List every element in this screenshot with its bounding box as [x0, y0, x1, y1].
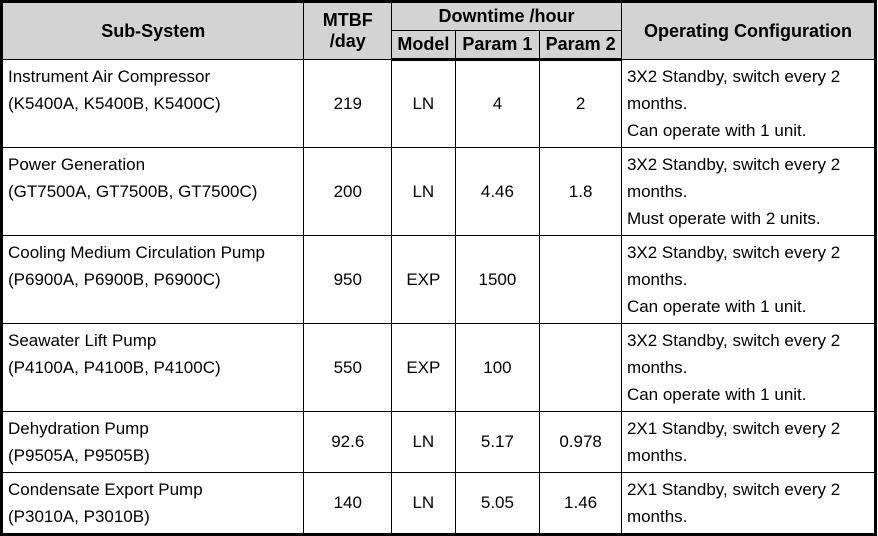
operating-config-cell: 2X1 Standby, switch every 2 months. — [620, 472, 877, 535]
model-value: EXP — [391, 323, 456, 412]
subsystem-name: Dehydration Pump — [8, 419, 149, 438]
table-row: Condensate Export Pump (P3010A, P3010B) … — [0, 472, 877, 535]
config-line-1: 3X2 Standby, switch every 2 months. — [626, 331, 841, 377]
param2-value: 1.8 — [539, 147, 622, 236]
mtbf-value: 219 — [303, 59, 393, 148]
subsystem-units: (K5400A, K5400B, K5400C) — [8, 94, 221, 113]
header-mtbf-line1: MTBF — [322, 10, 373, 30]
config-line-2: Must operate with 2 units. — [626, 209, 821, 228]
config-line-2: Can operate with 1 unit. — [626, 297, 807, 316]
mtbf-value: 550 — [303, 323, 393, 412]
operating-config-cell: 3X2 Standby, switch every 2 months. Can … — [620, 59, 877, 148]
config-line-1: 3X2 Standby, switch every 2 months. — [626, 155, 841, 201]
operating-config-cell: 3X2 Standby, switch every 2 months. Must… — [620, 147, 877, 236]
header-mtbf-line2: /day — [329, 31, 366, 51]
operating-config-cell: 3X2 Standby, switch every 2 months. Can … — [620, 323, 877, 412]
operating-config-cell: 3X2 Standby, switch every 2 months. Can … — [620, 235, 877, 324]
header-param-1: Param 1 — [454, 30, 541, 61]
model-value: LN — [391, 59, 456, 148]
header-model: Model — [391, 30, 456, 61]
subsystem-units: (GT7500A, GT7500B, GT7500C) — [8, 182, 258, 201]
param1-value: 4 — [454, 59, 541, 148]
param2-value — [539, 235, 622, 324]
header-operating-configuration: Operating Configuration — [620, 1, 877, 60]
config-line-1: 2X1 Standby, switch every 2 months. — [626, 419, 841, 465]
model-value: LN — [391, 472, 456, 535]
config-line-1: 3X2 Standby, switch every 2 months. — [626, 67, 841, 113]
param1-value: 100 — [454, 323, 541, 412]
config-line-1: 3X2 Standby, switch every 2 months. — [626, 243, 841, 289]
subsystem-name-cell: Instrument Air Compressor (K5400A, K5400… — [0, 59, 305, 148]
header-mtbf-per-day: MTBF /day — [303, 1, 393, 60]
subsystem-units: (P3010A, P3010B) — [8, 507, 150, 526]
model-value: EXP — [391, 235, 456, 324]
model-value: LN — [391, 411, 456, 473]
subsystem-name: Power Generation — [8, 155, 146, 174]
subsystem-units: (P4100A, P4100B, P4100C) — [8, 358, 221, 377]
operating-config-cell: 2X1 Standby, switch every 2 months. — [620, 411, 877, 473]
subsystem-name-cell: Power Generation (GT7500A, GT7500B, GT75… — [0, 147, 305, 236]
subsystem-name: Condensate Export Pump — [8, 480, 203, 499]
mtbf-value: 140 — [303, 472, 393, 535]
header-downtime-per-hour: Downtime /hour — [391, 1, 622, 31]
subsystem-name: Cooling Medium Circulation Pump — [8, 243, 266, 262]
table-row: Seawater Lift Pump (P4100A, P4100B, P410… — [0, 323, 877, 412]
subsystem-name: Seawater Lift Pump — [8, 331, 157, 350]
mtbf-value: 200 — [303, 147, 393, 236]
header-sub-system: Sub-System — [0, 1, 305, 60]
param2-value: 2 — [539, 59, 622, 148]
subsystem-units: (P6900A, P6900B, P6900C) — [8, 270, 221, 289]
param1-value: 4.46 — [454, 147, 541, 236]
mtbf-value: 950 — [303, 235, 393, 324]
table-row: Power Generation (GT7500A, GT7500B, GT75… — [0, 147, 877, 236]
param2-value: 0.978 — [539, 411, 622, 473]
table-row: Cooling Medium Circulation Pump (P6900A,… — [0, 235, 877, 324]
config-line-1: 2X1 Standby, switch every 2 months. — [626, 480, 841, 526]
subsystem-name-cell: Dehydration Pump (P9505A, P9505B) — [0, 411, 305, 473]
param1-value: 1500 — [454, 235, 541, 324]
table-row: Instrument Air Compressor (K5400A, K5400… — [0, 59, 877, 148]
subsystem-units: (P9505A, P9505B) — [8, 446, 150, 465]
param1-value: 5.05 — [454, 472, 541, 535]
param2-value: 1.46 — [539, 472, 622, 535]
header-param-2: Param 2 — [539, 30, 622, 61]
subsystem-name-cell: Condensate Export Pump (P3010A, P3010B) — [0, 472, 305, 535]
table-row: Dehydration Pump (P9505A, P9505B) 92.6 L… — [0, 411, 877, 473]
config-line-2: Can operate with 1 unit. — [626, 121, 807, 140]
subsystem-name-cell: Cooling Medium Circulation Pump (P6900A,… — [0, 235, 305, 324]
model-value: LN — [391, 147, 456, 236]
mtbf-value: 92.6 — [303, 411, 393, 473]
subsystem-name: Instrument Air Compressor — [8, 67, 211, 86]
param2-value — [539, 323, 622, 412]
param1-value: 5.17 — [454, 411, 541, 473]
subsystem-name-cell: Seawater Lift Pump (P4100A, P4100B, P410… — [0, 323, 305, 412]
config-line-2: Can operate with 1 unit. — [626, 385, 807, 404]
